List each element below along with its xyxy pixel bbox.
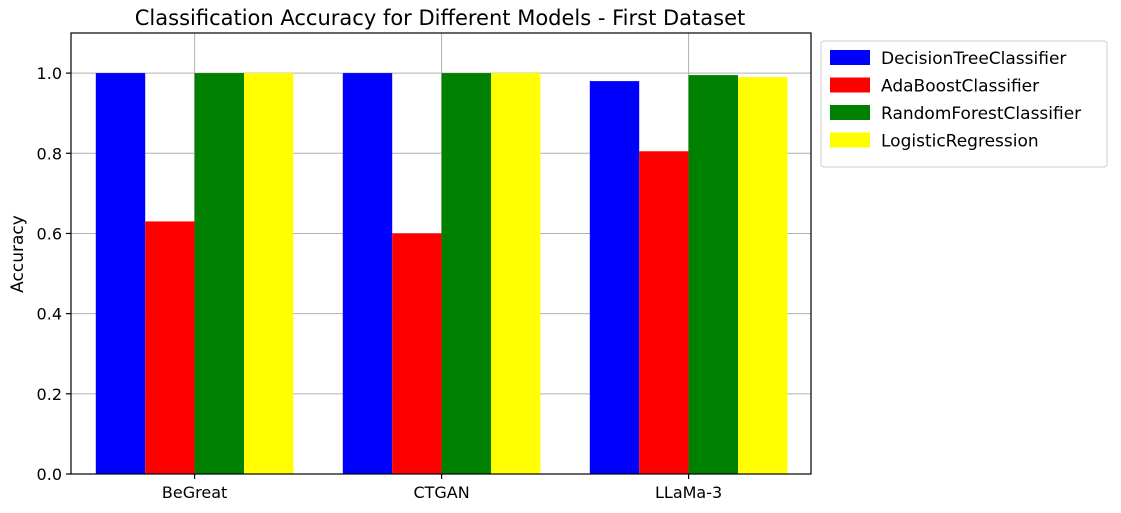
x-tick-label: LLaMa-3 bbox=[655, 483, 722, 502]
y-tick-label: 0.6 bbox=[37, 224, 62, 243]
y-tick-label: 0.2 bbox=[37, 385, 62, 404]
bar-RandomForestClassifier-BeGreat bbox=[194, 73, 244, 474]
chart-title: Classification Accuracy for Different Mo… bbox=[135, 6, 745, 30]
legend-swatch-LogisticRegression bbox=[830, 132, 870, 148]
legend-swatch-RandomForestClassifier bbox=[830, 105, 870, 120]
y-axis-label: Accuracy bbox=[8, 215, 28, 293]
legend-swatch-DecisionTreeClassifier bbox=[830, 50, 870, 65]
bar-DecisionTreeClassifier-LLaMa-3 bbox=[589, 81, 640, 474]
bars bbox=[95, 73, 788, 474]
legend-label: LogisticRegression bbox=[881, 132, 1039, 152]
y-tick-label: 0.0 bbox=[37, 465, 62, 484]
y-tick-label: 0.4 bbox=[37, 305, 62, 324]
legend-label: DecisionTreeClassifier bbox=[881, 49, 1066, 69]
legend-swatch-AdaBoostClassifier bbox=[830, 77, 870, 93]
x-tick-label: CTGAN bbox=[413, 483, 469, 502]
bar-LogisticRegression-BeGreat bbox=[244, 73, 294, 474]
legend-label: AdaBoostClassifier bbox=[881, 77, 1039, 97]
x-tick-label: BeGreat bbox=[162, 483, 227, 502]
axes: 0.0 0.2 0.4 0.6 0.8 1.0 BeGreat CTGAN LLaMa-3 bbox=[37, 32, 812, 502]
legend-label: RandomForestClassifier bbox=[881, 104, 1081, 124]
legend: DecisionTreeClassifier AdaBoostClassifier… bbox=[820, 40, 1108, 168]
legend-frame bbox=[820, 40, 1108, 168]
bar-LogisticRegression-LLaMa-3 bbox=[738, 77, 788, 474]
y-tick-label: 1.0 bbox=[37, 64, 62, 83]
bar-AdaBoostClassifier-LLaMa-3 bbox=[639, 151, 689, 474]
y-tick-label: 0.8 bbox=[37, 144, 62, 163]
bar-DecisionTreeClassifier-CTGAN bbox=[342, 73, 393, 474]
bar-RandomForestClassifier-LLaMa-3 bbox=[688, 75, 738, 474]
bar-AdaBoostClassifier-BeGreat bbox=[145, 221, 195, 474]
bar-RandomForestClassifier-CTGAN bbox=[441, 73, 491, 474]
bar-DecisionTreeClassifier-BeGreat bbox=[95, 73, 146, 474]
bar-LogisticRegression-CTGAN bbox=[491, 73, 541, 474]
bar-AdaBoostClassifier-CTGAN bbox=[392, 233, 442, 474]
